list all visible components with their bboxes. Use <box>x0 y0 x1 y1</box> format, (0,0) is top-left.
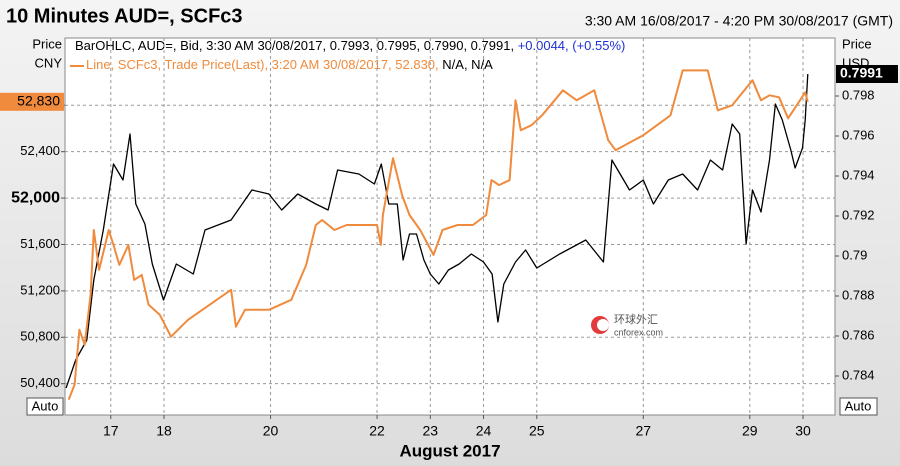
chart-title: 10 Minutes AUD=, SCFc3 <box>6 5 243 27</box>
y-tick-label: 52,400 <box>20 143 60 158</box>
legend-label: BarOHLC, AUD=, Bid, 3:30 AM 30/08/2017, … <box>75 38 514 53</box>
legend-change: N/A, N/A <box>442 57 493 72</box>
x-tick-label: 22 <box>369 423 385 439</box>
auto-button-label[interactable]: Auto <box>32 398 59 413</box>
series-line <box>67 69 809 400</box>
watermark-icon <box>597 319 609 331</box>
x-tick-label: 29 <box>742 423 758 439</box>
x-tick-label: 20 <box>263 423 279 439</box>
y-tick-label: 51,600 <box>20 236 60 251</box>
y2-tick-label: 0.786 <box>842 327 875 342</box>
last-value-label: 0.7991 <box>840 65 883 81</box>
x-tick-label: 23 <box>423 423 439 439</box>
y2-tick-label: 0.79 <box>842 247 867 262</box>
last-value-box <box>836 65 898 83</box>
y2-tick-label: 0.798 <box>842 87 875 102</box>
x-tick-label: 24 <box>476 423 492 439</box>
x-tick-label: 25 <box>529 423 545 439</box>
y2-tick-label: 0.792 <box>842 207 875 222</box>
y-tick-label: 50,800 <box>20 329 60 344</box>
y-axis-label: Price <box>32 36 62 51</box>
legend-label: Line, SCFc3, Trade Price(Last), 3:20 AM … <box>86 57 439 72</box>
watermark-text: 环球外汇 <box>614 312 658 326</box>
auto-button[interactable]: Auto <box>26 397 64 416</box>
watermark-text: cnforex.com <box>614 327 663 337</box>
chart-subtitle: 3:30 AM 16/08/2017 - 4:20 PM 30/08/2017 … <box>585 13 893 29</box>
watermark: 环球外汇 cnforex.com <box>591 312 663 337</box>
y2-axis-label: Price <box>842 36 872 51</box>
auto-button-box[interactable] <box>26 397 64 416</box>
y-tick-label: 52,000 <box>11 189 60 206</box>
last-value-label: 52,830 <box>17 93 60 109</box>
legend-change: +0.0044, (+0.55%) <box>518 38 626 53</box>
series-line <box>65 73 809 389</box>
y-tick-label: 50,400 <box>20 375 60 390</box>
y2-tick-label: 0.788 <box>842 287 875 302</box>
y-tick-label: 51,200 <box>20 282 60 297</box>
legend-entry: Line, SCFc3, Trade Price(Last), 3:20 AM … <box>86 57 493 72</box>
y2-tick-label: 0.796 <box>842 127 875 142</box>
auto-button-label[interactable]: Auto <box>845 398 872 413</box>
x-tick-label: 30 <box>795 423 811 439</box>
last-value-box <box>0 92 64 111</box>
x-tick-label: 27 <box>636 423 652 439</box>
x-tick-label: 17 <box>103 423 119 439</box>
x-tick-label: 18 <box>156 423 172 439</box>
y2-tick-label: 0.794 <box>842 167 875 182</box>
x-axis-label: August 2017 <box>399 441 500 460</box>
y2-tick-label: 0.784 <box>842 367 875 382</box>
legend-entry: BarOHLC, AUD=, Bid, 3:30 AM 30/08/2017, … <box>75 38 625 53</box>
auto-button[interactable]: Auto <box>839 397 878 416</box>
y-axis-label: CNY <box>35 55 63 70</box>
auto-button-box[interactable] <box>839 397 878 416</box>
